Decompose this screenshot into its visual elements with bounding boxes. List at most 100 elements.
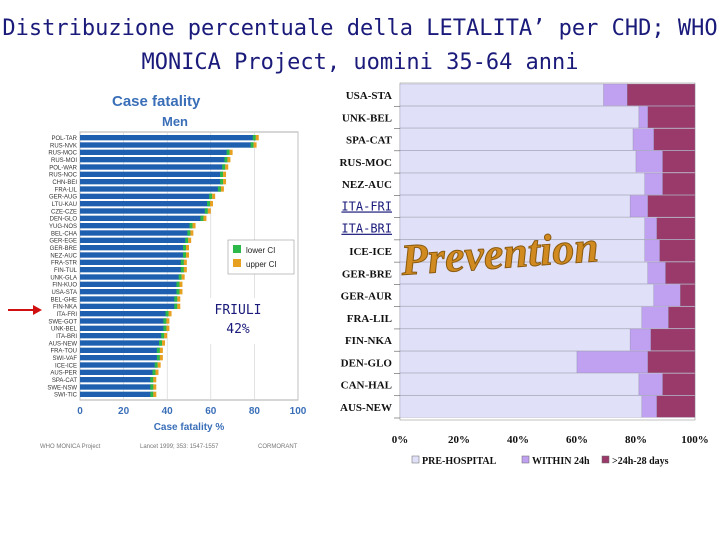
left-ci-lower-fin-nka [174, 303, 178, 309]
left-category-label: USA-STA [51, 290, 77, 296]
left-x-tick-label: 60 [205, 406, 217, 417]
left-bar-ltu-kau [80, 201, 210, 207]
right-bar-spa-cat-24h-28-days [653, 128, 696, 151]
left-ci-upper-pol-war [225, 164, 229, 170]
left-ci-upper-yug-nos [192, 223, 196, 229]
left-ci-upper-rus-noc [223, 171, 227, 177]
left-bar-nez-auc [80, 252, 186, 258]
left-ci-lower-chn-bei [220, 179, 224, 185]
left-ci-lower-rus-moi [224, 157, 228, 163]
left-category-label: NEZ-AUC [50, 253, 77, 259]
right-bar-aus-new-24h-28-days [656, 395, 696, 418]
right-bar-ice-ice-24h-28-days [659, 239, 696, 262]
left-bar-ita-bri [80, 333, 165, 339]
left-ci-lower-fin-kuo [176, 281, 180, 287]
left-x-tick-label: 20 [118, 406, 130, 417]
right-bar-ger-bre-24h-28-days [665, 261, 696, 284]
right-bar-aus-new-pre-hospital [399, 395, 643, 418]
left-ci-lower-rus-nvk [250, 142, 254, 148]
right-category-label: AUS-NEW [340, 402, 392, 414]
left-category-label: ITA-FRI [56, 312, 77, 318]
left-ci-upper-bel-cha [190, 230, 194, 236]
right-bar-can-hal-pre-hospital [399, 373, 640, 396]
friuli-annotation-value: 42% [226, 322, 250, 337]
left-footer-cormorant: CORMORANT [258, 444, 298, 450]
legend-swatch-within-24h [521, 455, 530, 464]
left-bar-swi-vaf [80, 355, 160, 361]
left-bar-bel-ghe [80, 296, 178, 302]
right-bar-nez-auc-within-24h [644, 172, 663, 195]
right-bar-unk-bel-within-24h [638, 106, 648, 129]
left-category-label: LTU-KAU [52, 202, 77, 208]
left-chart-title: Case fatality [112, 93, 201, 110]
legend-swatch-24h-28-days [601, 455, 610, 464]
left-category-label: POL-TAR [51, 136, 77, 142]
left-category-label: FIN-TUL [54, 268, 78, 274]
friuli-annotation-box [196, 298, 264, 344]
left-ci-lower-fra-tou [156, 347, 160, 353]
left-category-label: FIN-KUO [52, 283, 77, 289]
right-bar-ger-bre-within-24h [647, 261, 666, 284]
left-ci-lower-rus-noc [220, 171, 224, 177]
left-ci-lower-ltu-kau [206, 201, 210, 207]
left-bar-swe-got [80, 318, 167, 324]
left-ci-upper-nez-auc [186, 252, 189, 258]
right-bar-rus-moc-24h-28-days [662, 150, 696, 173]
right-bar-ita-fri-within-24h [629, 195, 648, 218]
right-x-tick-label: 0% [392, 434, 409, 446]
left-ci-upper-fra-lil [220, 186, 224, 192]
right-category-label: ITA-FRI [341, 199, 392, 213]
right-bar-ger-aur-pre-hospital [399, 284, 654, 307]
friuli-annotation-label: FRIULI [215, 303, 262, 318]
right-bar-spa-cat-pre-hospital [399, 128, 634, 151]
left-category-label: SWE-NSW [47, 385, 77, 391]
left-ci-lower-pol-tar [252, 135, 256, 141]
right-chart: USA-STA UNK-BEL SPA-CAT RUS-MOC NEZ-AUC ITA-F… [339, 82, 709, 467]
right-bar-ita-fri-24h-28-days [647, 195, 696, 218]
left-bar-rus-nvk [80, 142, 254, 148]
left-ci-upper-ger-aug [212, 193, 216, 199]
right-x-tick-label: 20% [448, 434, 470, 446]
right-bar-usa-sta-within-24h [603, 83, 628, 106]
left-category-label: RUS-NVK [50, 143, 77, 149]
right-category-label: RUS-MOC [339, 157, 392, 169]
left-ci-lower-aus-new [159, 340, 163, 346]
left-footer-citation: Lancet 1999; 353: 1547-1557 [140, 444, 219, 450]
left-category-label: AUS-NEW [49, 341, 78, 347]
right-bar-unk-bel-pre-hospital [399, 106, 640, 129]
legend-label-pre-hospital: PRE-HOSPITAL [422, 456, 497, 467]
left-category-label: SPA-CAT [52, 378, 77, 384]
right-category-label: NEZ-AUC [342, 179, 392, 191]
left-ci-upper-pol-tar [255, 135, 259, 141]
right-bar-ita-bri-within-24h [644, 217, 657, 240]
left-ci-lower-den-glo [200, 215, 204, 221]
left-ci-lower-ger-ege [185, 237, 189, 243]
left-bar-aus-per [80, 369, 156, 375]
left-category-label: GER-AUG [49, 195, 77, 201]
right-category-label: GER-AUR [341, 291, 393, 303]
left-ci-lower-ita-bri [161, 333, 165, 339]
left-category-label: BEL-CHA [51, 231, 77, 237]
left-bar-chn-bei [80, 179, 224, 185]
left-bar-ger-aug [80, 193, 213, 199]
left-category-label: ITA-BRI [56, 334, 77, 340]
left-ci-lower-swi-vaf [156, 355, 160, 361]
left-ci-upper-ita-fri [168, 311, 172, 317]
legend-label-within-24h: WITHIN 24h [532, 456, 590, 467]
left-category-label: FRA-LIL [55, 187, 78, 193]
left-ci-upper-fin-tul [183, 267, 187, 273]
right-bar-usa-sta-pre-hospital [399, 83, 604, 106]
right-category-label: SPA-CAT [346, 135, 393, 147]
right-bar-den-glo-pre-hospital [399, 351, 578, 374]
left-ci-lower-pol-war [222, 164, 226, 170]
left-ci-lower-cze-cze [204, 208, 208, 214]
right-bar-aus-new-within-24h [641, 395, 657, 418]
right-category-label: UNK-BEL [342, 112, 392, 124]
left-category-label: SWE-GOT [48, 319, 77, 325]
left-bar-yug-nos [80, 223, 193, 229]
left-category-label: POL-WAR [49, 165, 77, 171]
left-category-label: SWI-VAF [52, 356, 77, 362]
left-ci-upper-swe-nsw [153, 384, 157, 390]
right-bar-fin-nka-24h-28-days [650, 328, 696, 351]
